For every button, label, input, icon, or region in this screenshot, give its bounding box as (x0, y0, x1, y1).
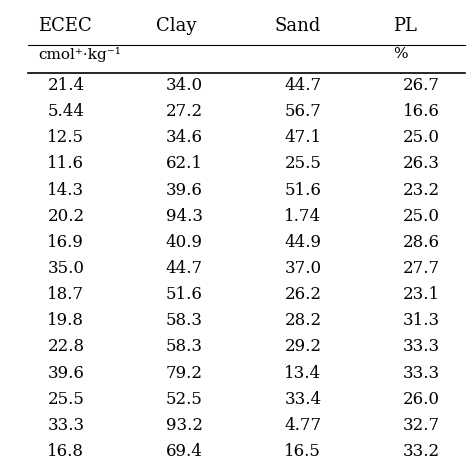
Text: 94.3: 94.3 (166, 208, 203, 225)
Text: 69.4: 69.4 (166, 443, 203, 460)
Text: 26.2: 26.2 (284, 286, 321, 303)
Text: 33.3: 33.3 (403, 338, 440, 356)
Text: 34.6: 34.6 (166, 129, 203, 146)
Text: 32.7: 32.7 (403, 417, 440, 434)
Text: 25.0: 25.0 (403, 208, 440, 225)
Text: 37.0: 37.0 (284, 260, 321, 277)
Text: 4.77: 4.77 (284, 417, 321, 434)
Text: 47.1: 47.1 (284, 129, 321, 146)
Text: 25.5: 25.5 (47, 391, 84, 408)
Text: 51.6: 51.6 (284, 182, 321, 199)
Text: 19.8: 19.8 (47, 312, 84, 329)
Text: 34.0: 34.0 (166, 77, 203, 94)
Text: cmol⁺·kg⁻¹: cmol⁺·kg⁻¹ (38, 47, 121, 62)
Text: 25.5: 25.5 (284, 155, 321, 173)
Text: 26.0: 26.0 (403, 391, 440, 408)
Text: 40.9: 40.9 (166, 234, 203, 251)
Text: 29.2: 29.2 (284, 338, 321, 356)
Text: 93.2: 93.2 (166, 417, 203, 434)
Text: 31.3: 31.3 (403, 312, 440, 329)
Text: 23.2: 23.2 (403, 182, 440, 199)
Text: 62.1: 62.1 (166, 155, 203, 173)
Text: 22.8: 22.8 (47, 338, 84, 356)
Text: 21.4: 21.4 (47, 77, 84, 94)
Text: 28.6: 28.6 (403, 234, 440, 251)
Text: 25.0: 25.0 (403, 129, 440, 146)
Text: 16.6: 16.6 (403, 103, 440, 120)
Text: 33.3: 33.3 (403, 365, 440, 382)
Text: 28.2: 28.2 (284, 312, 321, 329)
Text: %: % (393, 47, 408, 61)
Text: 39.6: 39.6 (166, 182, 203, 199)
Text: 39.6: 39.6 (47, 365, 84, 382)
Text: 44.7: 44.7 (284, 77, 321, 94)
Text: 23.1: 23.1 (403, 286, 440, 303)
Text: 12.5: 12.5 (47, 129, 84, 146)
Text: Sand: Sand (275, 17, 321, 35)
Text: 26.3: 26.3 (403, 155, 440, 173)
Text: PL: PL (393, 17, 417, 35)
Text: 44.7: 44.7 (166, 260, 203, 277)
Text: 18.7: 18.7 (47, 286, 84, 303)
Text: 44.9: 44.9 (284, 234, 321, 251)
Text: ECEC: ECEC (38, 17, 91, 35)
Text: 14.3: 14.3 (47, 182, 84, 199)
Text: 51.6: 51.6 (166, 286, 203, 303)
Text: 11.6: 11.6 (47, 155, 84, 173)
Text: 52.5: 52.5 (166, 391, 203, 408)
Text: 16.9: 16.9 (47, 234, 84, 251)
Text: 33.4: 33.4 (284, 391, 321, 408)
Text: 27.2: 27.2 (166, 103, 203, 120)
Text: 16.5: 16.5 (284, 443, 321, 460)
Text: 1.74: 1.74 (284, 208, 321, 225)
Text: 58.3: 58.3 (166, 338, 203, 356)
Text: 56.7: 56.7 (284, 103, 321, 120)
Text: Clay: Clay (156, 17, 197, 35)
Text: 20.2: 20.2 (47, 208, 84, 225)
Text: 79.2: 79.2 (166, 365, 203, 382)
Text: 16.8: 16.8 (47, 443, 84, 460)
Text: 33.3: 33.3 (47, 417, 84, 434)
Text: 58.3: 58.3 (166, 312, 203, 329)
Text: 27.7: 27.7 (403, 260, 440, 277)
Text: 26.7: 26.7 (403, 77, 440, 94)
Text: 33.2: 33.2 (403, 443, 440, 460)
Text: 13.4: 13.4 (284, 365, 321, 382)
Text: 5.44: 5.44 (47, 103, 84, 120)
Text: 35.0: 35.0 (47, 260, 84, 277)
